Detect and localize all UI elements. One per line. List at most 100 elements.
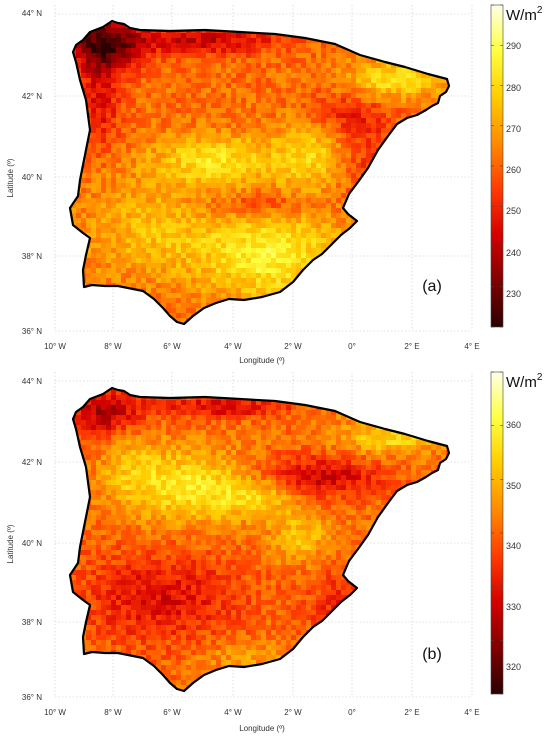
heat-cell	[131, 138, 136, 143]
heat-cell	[371, 63, 376, 68]
heat-cell	[356, 228, 361, 233]
heat-cell	[326, 218, 331, 223]
heat-cell	[441, 83, 446, 88]
heat-cell	[66, 48, 71, 53]
heat-cell	[196, 133, 201, 138]
heat-cell	[181, 168, 186, 173]
heat-cell	[451, 283, 456, 288]
heat-cell	[346, 218, 351, 223]
heat-cell	[451, 33, 456, 38]
heat-cell	[386, 248, 391, 253]
heat-cell	[411, 93, 416, 98]
heat-cell	[66, 298, 71, 303]
heat-cell	[76, 53, 81, 58]
heat-cell	[246, 273, 251, 278]
heat-cell	[391, 73, 396, 78]
heat-cell	[71, 278, 76, 283]
heat-cell	[186, 273, 191, 278]
heat-cell	[201, 218, 206, 223]
heat-cell	[281, 313, 286, 318]
heat-cell	[246, 253, 251, 258]
heat-cell	[91, 258, 96, 263]
heat-cell	[241, 138, 246, 143]
heat-cell	[186, 298, 191, 303]
heat-cell	[306, 198, 311, 203]
heat-cell	[101, 168, 106, 173]
heat-cell	[176, 93, 181, 98]
heat-cell	[166, 38, 171, 43]
heat-cell	[221, 163, 226, 168]
colorbar-tick-label: 250	[506, 206, 521, 216]
heat-cell	[401, 138, 406, 143]
heat-cell	[446, 223, 451, 228]
heat-cell	[146, 23, 151, 28]
heat-cell	[346, 38, 351, 43]
heat-cell	[106, 28, 111, 33]
heat-cell	[321, 123, 326, 128]
heat-cell	[266, 318, 271, 323]
heat-cell	[396, 168, 401, 173]
heat-cell	[341, 193, 346, 198]
heat-cell	[131, 68, 136, 73]
heat-cell	[191, 283, 196, 288]
heat-cell	[216, 308, 221, 313]
heat-cell	[371, 268, 376, 273]
heat-cell	[241, 18, 246, 23]
heat-cell	[266, 38, 271, 43]
heat-cell	[146, 38, 151, 43]
heat-cell	[406, 178, 411, 183]
heat-cell	[361, 288, 366, 293]
heat-cell	[436, 173, 441, 178]
heat-cell	[96, 123, 101, 128]
heat-cell	[321, 223, 326, 228]
heat-cell	[181, 33, 186, 38]
heat-cell	[431, 248, 436, 253]
heat-cell	[211, 208, 216, 213]
heat-cell	[376, 28, 381, 33]
heat-cell	[161, 208, 166, 213]
heat-cell	[426, 168, 431, 173]
heat-cell	[361, 198, 366, 203]
heat-cell	[276, 83, 281, 88]
heat-cell	[211, 23, 216, 28]
heat-cell	[446, 158, 451, 163]
heat-cell	[316, 198, 321, 203]
heat-cell	[121, 298, 126, 303]
heat-cell	[236, 58, 241, 63]
heat-cell	[176, 223, 181, 228]
heat-cell	[301, 113, 306, 118]
heat-cell	[136, 163, 141, 168]
heat-cell	[191, 108, 196, 113]
heat-cell	[181, 153, 186, 158]
heat-cell	[226, 93, 231, 98]
heat-cell	[161, 273, 166, 278]
heat-cell	[406, 128, 411, 133]
heat-cell	[346, 98, 351, 103]
heat-cell	[451, 38, 456, 43]
heat-cell	[376, 218, 381, 223]
heat-cell	[436, 143, 441, 148]
heat-cell	[321, 168, 326, 173]
heat-cell	[311, 243, 316, 248]
heat-cell	[431, 38, 436, 43]
heat-cell	[356, 43, 361, 48]
heat-cell	[281, 258, 286, 263]
heat-cell	[431, 118, 436, 123]
heat-cell	[256, 153, 261, 158]
heat-cell	[156, 23, 161, 28]
heat-cell	[431, 203, 436, 208]
heat-cell	[236, 283, 241, 288]
heat-cell	[191, 323, 196, 328]
heat-cell	[121, 123, 126, 128]
heat-cell	[161, 188, 166, 193]
heat-cell	[71, 263, 76, 268]
heat-cell	[96, 158, 101, 163]
heat-cell	[116, 48, 121, 53]
heat-cell	[116, 288, 121, 293]
heat-cell	[191, 183, 196, 188]
heat-cell	[126, 303, 131, 308]
heat-cell	[336, 128, 341, 133]
heat-cell	[121, 33, 126, 38]
heat-cell	[336, 218, 341, 223]
heat-cell	[366, 83, 371, 88]
